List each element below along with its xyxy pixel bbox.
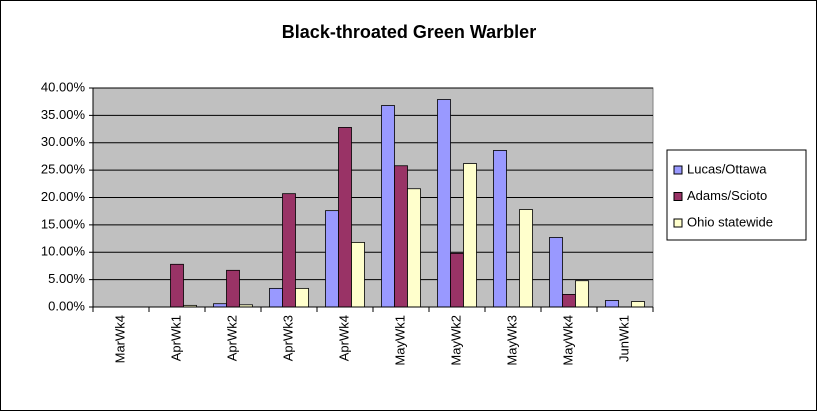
bar xyxy=(226,269,240,308)
bar xyxy=(463,163,477,308)
bar xyxy=(295,287,309,308)
x-tick-label: JunWk1 xyxy=(616,315,631,362)
y-tick-label: 5.00% xyxy=(48,271,85,286)
legend-label: Ohio statewide xyxy=(687,214,773,229)
bar xyxy=(325,210,339,308)
x-tick-label: AprWk4 xyxy=(336,315,351,361)
bar xyxy=(519,209,533,308)
y-tick-label: 40.00% xyxy=(41,79,86,94)
bar xyxy=(407,188,421,308)
bar xyxy=(450,252,464,308)
bar xyxy=(269,287,283,308)
legend-label: Adams/Scioto xyxy=(687,188,767,203)
x-tick-label: MayWk2 xyxy=(448,315,463,366)
x-tick-label: MayWk1 xyxy=(392,315,407,366)
bar xyxy=(351,241,365,308)
x-tick-label: MayWk4 xyxy=(560,315,575,366)
y-tick-label: 0.00% xyxy=(48,298,85,313)
bar xyxy=(437,99,451,308)
x-tick-label: AprWk1 xyxy=(168,315,183,361)
legend-swatch xyxy=(673,192,683,201)
x-tick-label: MarWk4 xyxy=(112,315,127,363)
y-tick-label: 25.00% xyxy=(41,162,86,177)
x-tick-label: AprWk3 xyxy=(280,315,295,361)
chart-title: Black-throated Green Warbler xyxy=(282,22,536,42)
bar xyxy=(381,105,395,308)
bar xyxy=(394,165,408,308)
bar xyxy=(493,150,507,308)
legend-box xyxy=(666,149,807,241)
legend-swatch xyxy=(673,218,683,228)
y-tick-label: 30.00% xyxy=(41,134,86,149)
legend-label: Lucas/Ottawa xyxy=(687,161,767,176)
bar xyxy=(170,263,184,308)
y-tick-label: 10.00% xyxy=(41,244,86,259)
x-tick-label: AprWk2 xyxy=(224,315,239,361)
bar xyxy=(549,237,563,308)
bar xyxy=(338,127,352,308)
legend-swatch xyxy=(673,165,683,175)
bar xyxy=(562,294,576,308)
bar xyxy=(282,193,296,308)
bar xyxy=(575,280,589,308)
bar xyxy=(605,300,619,308)
x-tick-label: MayWk3 xyxy=(504,315,519,366)
y-tick-label: 20.00% xyxy=(41,189,86,204)
y-tick-label: 15.00% xyxy=(41,216,86,231)
bar xyxy=(631,301,645,308)
y-tick-label: 35.00% xyxy=(41,107,86,122)
